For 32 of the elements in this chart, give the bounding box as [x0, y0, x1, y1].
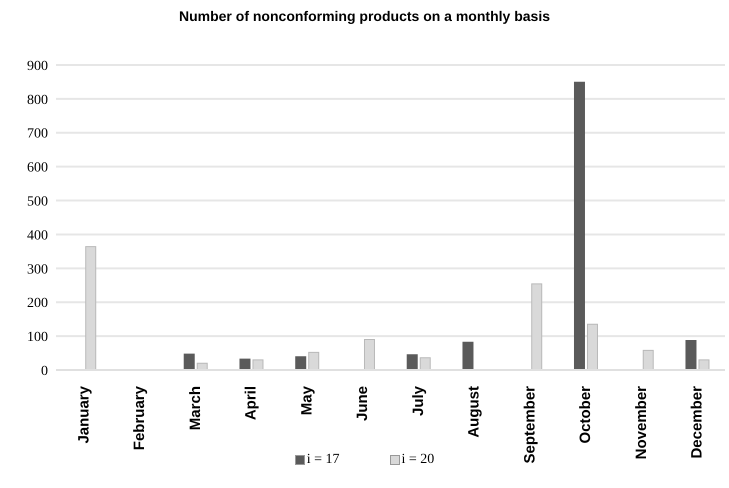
y-tick-label: 100 — [27, 330, 48, 346]
bar — [685, 340, 696, 370]
y-tick-label: 900 — [27, 58, 48, 74]
bar — [462, 342, 474, 370]
legend-label: i = 20 — [400, 452, 434, 468]
legend-label: i = 17 — [306, 452, 340, 468]
y-tick-label: 400 — [27, 228, 48, 244]
y-tick-label: 200 — [27, 296, 48, 312]
x-tick-label: April — [242, 386, 260, 420]
x-tick-label: October — [577, 386, 594, 444]
bar — [184, 354, 195, 370]
y-tick-label: 600 — [27, 160, 48, 176]
chart-title: Number of nonconforming products on a monthly basis — [178, 8, 551, 24]
x-tick-label: August — [466, 386, 483, 438]
y-tick-label: 0 — [41, 364, 48, 379]
bar — [295, 356, 306, 370]
x-tick-label: June — [354, 386, 372, 422]
x-tick-label: September — [521, 386, 538, 464]
y-tick-label: 800 — [27, 92, 48, 108]
bar — [239, 358, 250, 370]
x-tick-label: February — [131, 385, 148, 450]
x-tick-label: January — [75, 385, 92, 444]
y-tick-label: 700 — [27, 126, 48, 142]
x-tick-label: July — [410, 385, 427, 416]
y-tick-label: 500 — [27, 194, 48, 210]
bar — [406, 354, 418, 370]
x-tick-label: May — [298, 385, 316, 416]
x-tick-label: March — [186, 386, 204, 430]
bar — [574, 82, 585, 370]
x-tick-label: November — [632, 386, 650, 460]
y-tick-label: 300 — [27, 262, 48, 278]
x-tick-label: December — [688, 386, 706, 459]
